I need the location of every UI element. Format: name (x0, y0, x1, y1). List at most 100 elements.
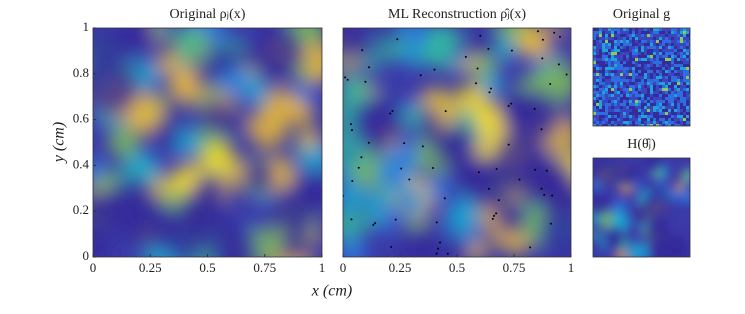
heatmap-blob (375, 153, 411, 188)
noise-pixel (596, 58, 599, 61)
noise-pixel (623, 31, 626, 34)
noise-pixel (668, 52, 671, 55)
noise-pixel (620, 40, 623, 43)
heatmap-dark (278, 232, 307, 257)
noise-pixel (644, 49, 647, 52)
noise-pixel (635, 31, 638, 34)
noise-pixel (659, 106, 662, 109)
noise-pixel (599, 115, 602, 118)
noise-pixel (617, 37, 620, 40)
noise-pixel (641, 85, 644, 88)
noise-pixel (674, 106, 677, 109)
noise-pixel (635, 64, 638, 67)
noise-pixel (662, 100, 665, 103)
noise-pixel (635, 121, 638, 124)
noise-pixel (647, 79, 650, 82)
noise-pixel (620, 118, 623, 121)
noise-pixel (686, 103, 689, 106)
noise-pixel (653, 37, 656, 40)
noise-pixel (674, 61, 677, 64)
noise-pixel (689, 58, 690, 61)
noise-pixel (635, 55, 638, 58)
noise-pixel (626, 88, 629, 91)
sample-dot (495, 167, 498, 170)
noise-pixel (665, 97, 668, 100)
noise-pixel (629, 64, 632, 67)
noise-pixel (653, 76, 656, 79)
noise-pixel (656, 40, 659, 43)
heatmap-blob (297, 139, 322, 175)
noise-pixel (662, 40, 665, 43)
x-tick-label: 0.75 (503, 260, 526, 275)
noise-pixel (665, 115, 668, 118)
noise-pixel (677, 61, 680, 64)
noise-pixel (671, 82, 674, 85)
noise-pixel (605, 28, 608, 31)
noise-pixel (599, 79, 602, 82)
noise-pixel (668, 76, 671, 79)
noise-pixel (689, 91, 690, 94)
noise-pixel (620, 79, 623, 82)
noise-pixel (689, 88, 690, 91)
noise-pixel (686, 73, 689, 76)
noise-pixel (605, 76, 608, 79)
noise-pixel (623, 49, 626, 52)
noise-pixel (644, 106, 647, 109)
noise-pixel (629, 55, 632, 58)
sample-dot (495, 212, 498, 215)
noise-pixel (656, 103, 659, 106)
noise-pixel (599, 34, 602, 37)
noise-pixel (632, 91, 635, 94)
noise-pixel (644, 67, 647, 70)
noise-pixel (617, 112, 620, 115)
noise-pixel (617, 100, 620, 103)
noise-pixel (662, 124, 665, 126)
noise-pixel (671, 106, 674, 109)
noise-pixel (644, 79, 647, 82)
noise-pixel (608, 106, 611, 109)
noise-pixel (671, 100, 674, 103)
noise-pixel (629, 88, 632, 91)
heatmap-blob (612, 200, 628, 216)
noise-pixel (623, 58, 626, 61)
noise-pixel (599, 82, 602, 85)
noise-pixel (611, 124, 614, 126)
noise-pixel (611, 85, 614, 88)
noise-pixel (644, 43, 647, 46)
noise-pixel (617, 67, 620, 70)
noise-pixel (638, 61, 641, 64)
noise-pixel (614, 64, 617, 67)
heatmap-dark (642, 188, 672, 219)
noise-pixel (674, 91, 677, 94)
noise-pixel (662, 88, 665, 91)
noise-pixel (686, 28, 689, 31)
noise-pixel (617, 88, 620, 91)
noise-pixel (662, 58, 665, 61)
noise-pixel (617, 124, 620, 126)
noise-pixel (662, 112, 665, 115)
noise-pixel (620, 124, 623, 126)
y-tick-label: 0.2 (73, 202, 89, 217)
noise-pixel (593, 124, 596, 126)
noise-pixel (599, 43, 602, 46)
noise-pixel (653, 52, 656, 55)
noise-pixel (626, 73, 629, 76)
noise-pixel (611, 70, 614, 73)
noise-pixel (650, 31, 653, 34)
noise-pixel (617, 121, 620, 124)
noise-pixel (611, 43, 614, 46)
noise-pixel (689, 109, 690, 112)
noise-pixel (662, 121, 665, 124)
noise-pixel (689, 115, 690, 118)
noise-pixel (608, 34, 611, 37)
noise-pixel (680, 67, 683, 70)
noise-pixel (626, 106, 629, 109)
noise-pixel (644, 82, 647, 85)
noise-pixel (680, 40, 683, 43)
noise-pixel (602, 97, 605, 100)
noise-pixel (599, 58, 602, 61)
noise-pixel (689, 70, 690, 73)
noise-pixel (647, 94, 650, 97)
noise-pixel (602, 85, 605, 88)
noise-pixel (665, 49, 668, 52)
